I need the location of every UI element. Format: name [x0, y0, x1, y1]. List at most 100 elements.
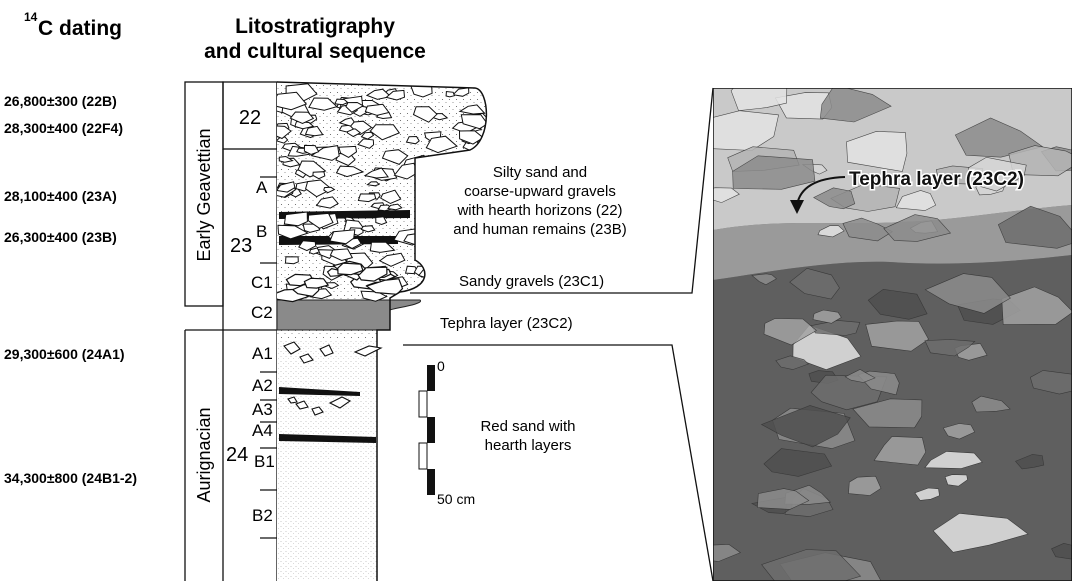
photo-rock: [852, 398, 923, 429]
subunit-b2: B2: [252, 506, 273, 525]
layer-descriptions: Silty sand and coarse-upward gravels wit…: [440, 164, 627, 454]
gravel-clast: [369, 241, 396, 253]
photo-rock: [924, 339, 976, 357]
gravel-clast: [385, 89, 406, 101]
photo-rock: [846, 130, 908, 172]
subunit-a3: A3: [252, 400, 273, 419]
photo-rock: [954, 117, 1044, 158]
photo-rock: [751, 273, 778, 286]
gravel-clast: [334, 98, 349, 106]
c14-dating-header: 14 C dating: [24, 10, 122, 40]
subunit-a: A: [256, 178, 268, 197]
gravel-clast: [338, 117, 355, 127]
gravel-clast: [357, 193, 377, 203]
unit-labels: 22 23 24 A B C1 C2 A1 A2 A3 A4 B1 B2: [226, 107, 275, 525]
gravel-clast: [323, 186, 336, 194]
gravel-clast: [421, 288, 440, 302]
c14-superscript: 14: [24, 10, 38, 24]
photo-rock: [842, 217, 893, 242]
photo-rock: [848, 475, 882, 496]
photo-rock: [1014, 454, 1045, 470]
aurignacian-label: Aurignacian: [194, 407, 214, 502]
gravel-clast: [305, 179, 333, 198]
photo-rock: [819, 88, 892, 123]
photo-rock: [810, 320, 861, 336]
tephra-arrowhead: [790, 200, 804, 214]
photo-rock: [1051, 542, 1072, 560]
gravel-clast: [329, 229, 356, 245]
desc-red-sand-1: Red sand with: [480, 418, 575, 435]
photo-rock: [867, 288, 928, 320]
gravel-clast: [284, 256, 299, 265]
photo-rock: [763, 448, 833, 477]
date-23a: 28,100±400 (23A): [4, 188, 117, 204]
gravel-clast: [289, 111, 315, 124]
photo-rock: [813, 187, 856, 210]
photo-rock: [732, 155, 816, 190]
gravel-clast: [452, 87, 470, 97]
gravel-clast: [412, 106, 438, 123]
gravel-clast: [303, 144, 320, 156]
cultural-sequence-title: and cultural sequence: [204, 40, 426, 63]
gravel-clast: [460, 114, 487, 130]
gravel-clast: [360, 131, 375, 140]
photo-rock: [1029, 370, 1072, 395]
gravel-clast: [360, 225, 376, 233]
gravel-clast: [405, 135, 420, 145]
gravel-clast: [277, 224, 310, 240]
gravel-clast: [380, 189, 402, 205]
gravel-clast: [283, 211, 308, 227]
date-24a1: 29,300±600 (24A1): [4, 346, 125, 362]
hearth-band-a2: [279, 387, 360, 396]
photo-rock: [944, 474, 968, 487]
gravel-clast: [278, 155, 294, 163]
red-sand-layer: [277, 340, 377, 581]
subunit-a4: A4: [252, 421, 273, 440]
subunit-c2: C2: [251, 303, 273, 322]
photo-rocks: [713, 88, 1072, 581]
date-24b1-2: 34,300±800 (24B1-2): [4, 470, 137, 486]
photo-rock: [713, 187, 740, 203]
subunit-a2: A2: [252, 376, 273, 395]
desc-sandy-gravels: Sandy gravels (23C1): [459, 273, 604, 290]
photo-rock: [883, 214, 952, 242]
gravel-clast: [363, 167, 390, 179]
photo-rock: [775, 355, 809, 370]
photo-rock: [763, 318, 817, 346]
gravel-clast: [307, 212, 334, 229]
subunit-b1: B1: [254, 452, 275, 471]
gravel-clast: [277, 125, 292, 140]
gravel-clast: [308, 97, 338, 111]
desc-silty-4: and human remains (23B): [453, 221, 626, 238]
sandy-gravel-clast: [337, 262, 364, 276]
scale-bar: 0 50 cm: [418, 358, 475, 507]
early-gravettian-label: Early Geavettian: [194, 128, 214, 261]
gravel-clast: [312, 171, 326, 180]
photo-rock: [817, 225, 845, 238]
photo-rock: [844, 369, 876, 383]
tephra-layer-23c2: [276, 299, 421, 331]
photo-rock: [757, 488, 810, 510]
desc-tephra: Tephra layer (23C2): [440, 315, 573, 332]
radiocarbon-dates: 26,800±300 (22B) 28,300±400 (22F4) 28,10…: [4, 93, 137, 486]
photo-rock: [761, 549, 862, 581]
desc-silty-3: with hearth horizons (22): [456, 202, 622, 219]
gravel-clast: [345, 101, 365, 113]
photo-rock: [865, 320, 929, 352]
unit-23-label: 23: [230, 235, 252, 257]
gravel-clast: [338, 145, 358, 158]
gravel-clast: [369, 124, 401, 141]
gravel-clast: [458, 130, 485, 145]
gravel-clast: [458, 104, 486, 115]
desc-silty-2: coarse-upward gravels: [464, 183, 616, 200]
gravel-clast: [315, 196, 339, 209]
gravel-clast: [378, 252, 406, 267]
gravel-clast: [445, 90, 456, 98]
gravel-clast: [366, 181, 380, 187]
gravel-clast: [357, 138, 375, 149]
gravel-clast: [375, 216, 388, 226]
sandy-gravel-clast: [303, 277, 330, 289]
subunit-c1: C1: [251, 273, 273, 292]
photo-rock: [873, 436, 927, 466]
